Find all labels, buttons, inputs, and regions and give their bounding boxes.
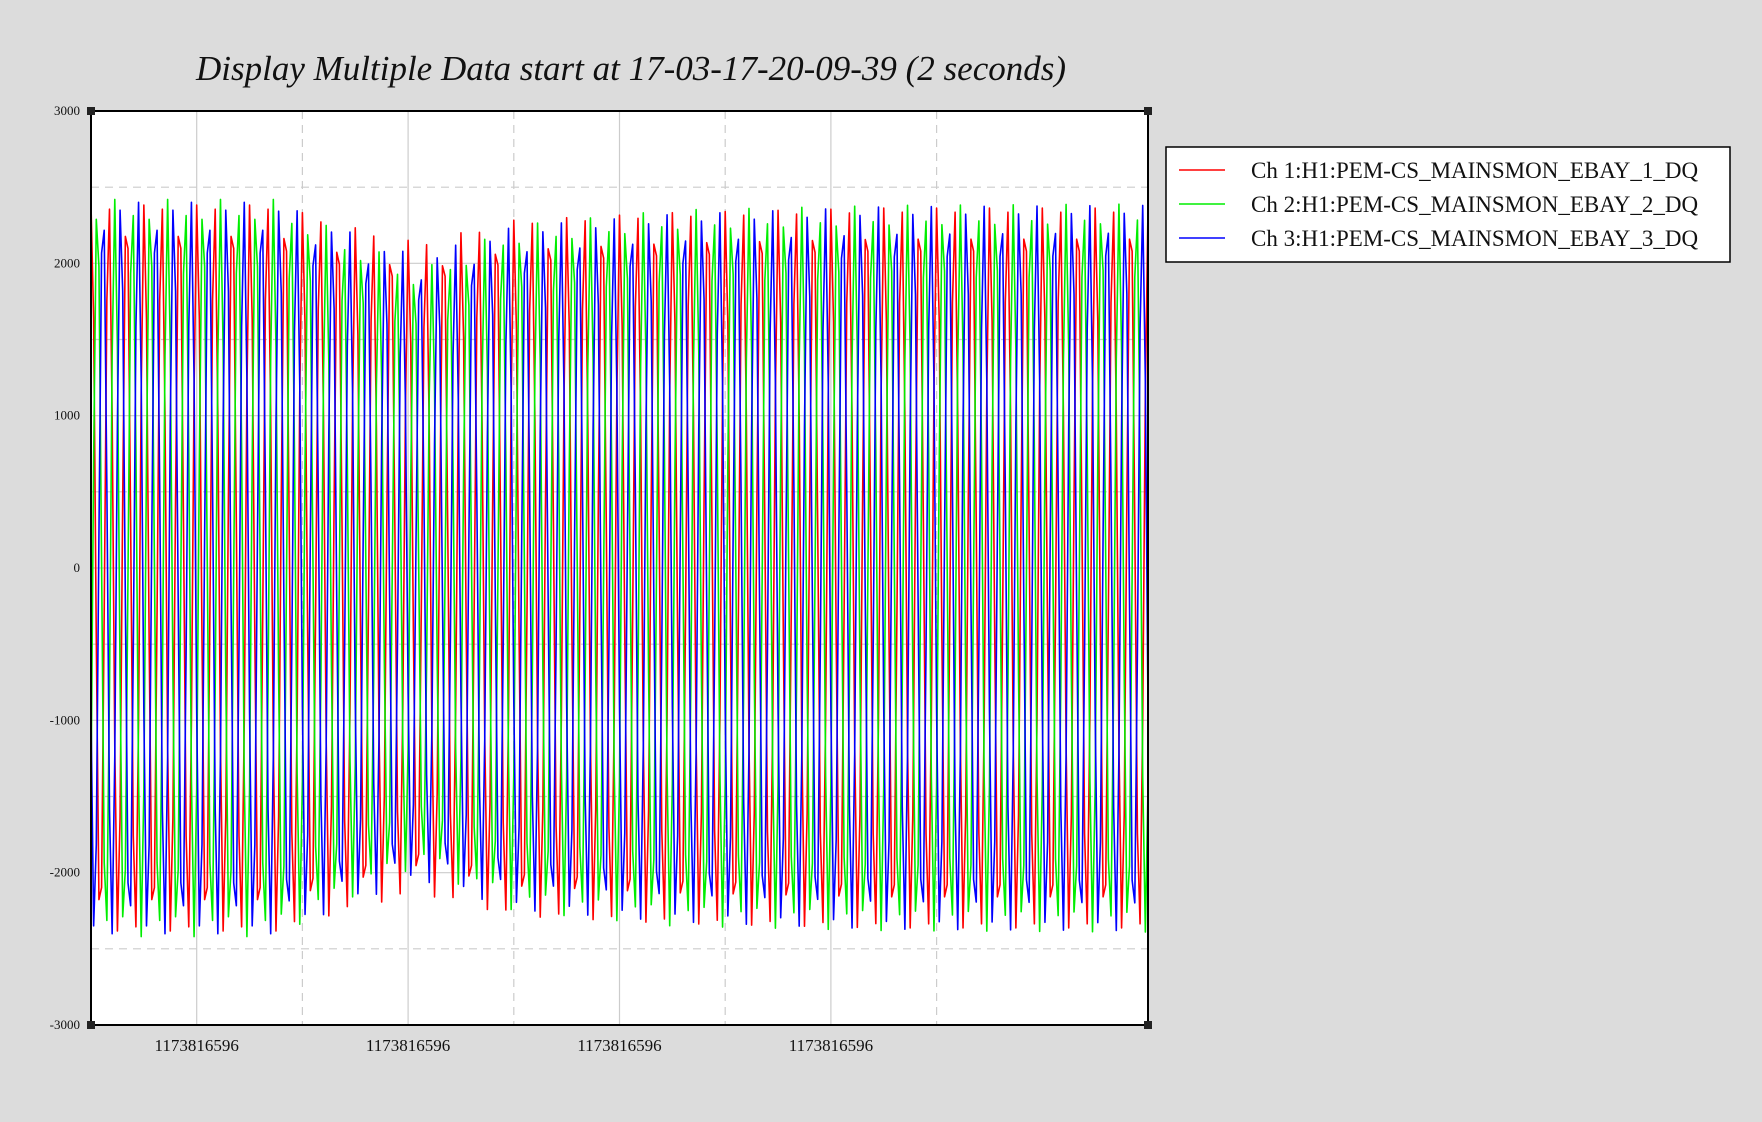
x-tick-label: 1173816596	[577, 1036, 661, 1055]
y-tick-label: 1000	[54, 408, 80, 423]
x-axis-ticks: 1173816596 1173816596 1173816596 1173816596	[155, 1036, 874, 1055]
y-tick-label: -1000	[50, 712, 80, 727]
legend-box	[1165, 146, 1731, 263]
legend-label-ch3: Ch 3:H1:PEM-CS_MAINSMON_EBAY_3_DQ	[1251, 226, 1698, 251]
frame-corner-marker	[87, 107, 95, 115]
y-tick-label: 2000	[54, 255, 80, 270]
chart-title: Display Multiple Data start at 17-03-17-…	[195, 49, 1066, 88]
y-tick-label: 0	[74, 560, 81, 575]
series-layer	[90, 198, 1149, 938]
y-tick-label: 3000	[54, 103, 80, 118]
legend: Ch 1:H1:PEM-CS_MAINSMON_EBAY_1_DQ Ch 2:H1…	[1165, 146, 1731, 263]
y-tick-label: -2000	[50, 865, 80, 880]
frame-corners	[87, 107, 1152, 1029]
frame-corner-marker	[87, 1021, 95, 1029]
frame-corner-marker	[1144, 107, 1152, 115]
frame-corner-marker	[1144, 1021, 1152, 1029]
legend-label-ch2: Ch 2:H1:PEM-CS_MAINSMON_EBAY_2_DQ	[1251, 192, 1698, 217]
y-tick-label: -3000	[50, 1017, 80, 1032]
series-line-ch1	[90, 204, 1149, 932]
plot-frame	[90, 110, 1149, 1026]
x-tick-label: 1173816596	[155, 1036, 239, 1055]
series-line-ch3	[90, 201, 1149, 935]
x-tick-label: 1173816596	[366, 1036, 450, 1055]
x-tick-label: 1173816596	[789, 1036, 873, 1055]
legend-label-ch1: Ch 1:H1:PEM-CS_MAINSMON_EBAY_1_DQ	[1251, 158, 1698, 183]
y-axis-ticks: 3000 2000 1000 0 -1000 -2000 -3000	[50, 103, 80, 1032]
